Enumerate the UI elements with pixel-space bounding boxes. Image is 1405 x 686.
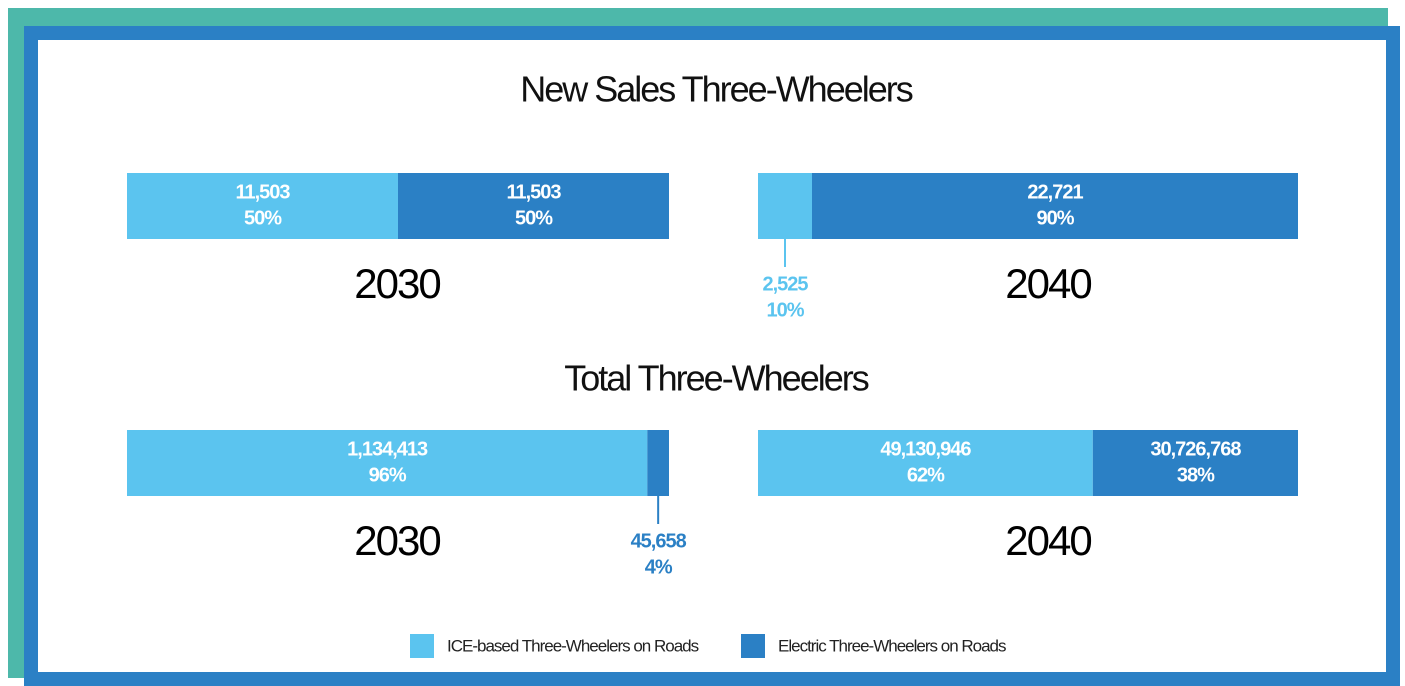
percent-label: 90% <box>1036 207 1074 229</box>
legend-label: ICE-based Three-Wheelers on Roads <box>447 636 699 655</box>
chart-title: Total Three-Wheelers <box>564 358 868 399</box>
bar-segment <box>127 430 648 496</box>
value-label: 49,130,946 <box>880 438 971 460</box>
bar-segment <box>812 173 1298 239</box>
percent-label: 96% <box>369 464 407 486</box>
value-label: 30,726,768 <box>1150 438 1241 460</box>
value-label: 1,134,413 <box>347 438 428 460</box>
bar-segment <box>398 173 669 239</box>
legend-swatch <box>741 634 765 658</box>
bar-segment <box>758 430 1093 496</box>
percent-label: 50% <box>244 207 282 229</box>
frame <box>24 26 1400 686</box>
bar-segment <box>127 173 398 239</box>
category-label: 2040 <box>1005 517 1091 564</box>
legend-label: Electric Three-Wheelers on Roads <box>778 636 1006 655</box>
value-label: 45,658 <box>631 530 687 552</box>
bar-segment <box>647 430 669 496</box>
bar-segment <box>1092 430 1298 496</box>
percent-label: 38% <box>1177 464 1215 486</box>
value-label: 11,503 <box>506 181 561 203</box>
value-label: 11,503 <box>235 181 290 203</box>
category-label: 2030 <box>354 517 440 564</box>
bar-segment <box>758 173 812 239</box>
value-label: 22,721 <box>1027 181 1083 203</box>
chart-title: New Sales Three-Wheelers <box>520 69 913 110</box>
legend-swatch <box>410 634 434 658</box>
percent-label: 62% <box>907 464 945 486</box>
category-label: 2040 <box>1005 260 1091 307</box>
percent-label: 4% <box>645 556 673 578</box>
percent-label: 10% <box>766 299 804 321</box>
value-label: 2,525 <box>762 273 808 295</box>
category-label: 2030 <box>354 260 440 307</box>
percent-label: 50% <box>515 207 553 229</box>
